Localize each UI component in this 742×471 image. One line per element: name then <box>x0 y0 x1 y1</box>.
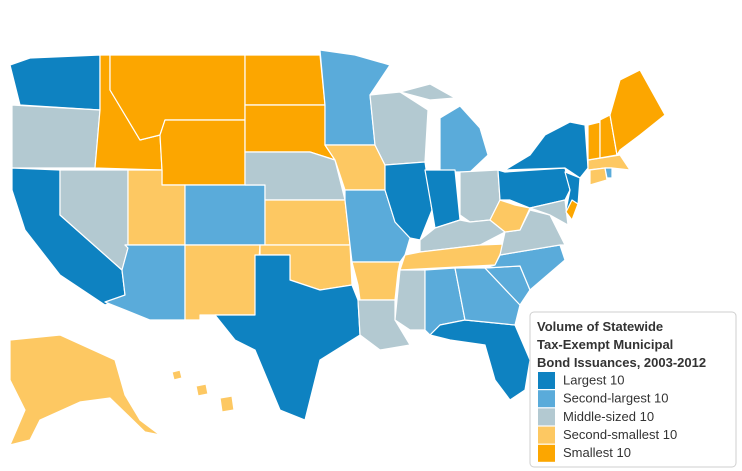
state <box>424 169 461 229</box>
state <box>357 299 411 351</box>
state <box>214 254 361 421</box>
legend-swatch <box>538 390 555 408</box>
state <box>604 167 613 179</box>
state <box>589 167 608 186</box>
legend-swatch <box>538 444 555 462</box>
state <box>439 105 489 173</box>
legend-label: Second-largest 10 <box>563 391 669 406</box>
state <box>184 244 261 321</box>
states-layer <box>9 49 666 446</box>
state <box>399 83 456 101</box>
legend-label: Smallest 10 <box>563 445 631 460</box>
legend-box <box>529 311 737 468</box>
state <box>264 199 351 246</box>
state <box>429 319 531 401</box>
legend-swatch <box>538 408 555 426</box>
legend-label: Largest 10 <box>563 372 624 387</box>
legend-swatch <box>538 372 555 389</box>
state <box>529 199 569 226</box>
state <box>9 334 161 446</box>
legend-title: Bond Issuances, 2003-2012 <box>537 355 706 370</box>
legend-swatch <box>538 426 555 444</box>
state <box>609 69 666 156</box>
state <box>159 119 246 186</box>
state <box>454 267 521 326</box>
state <box>504 121 589 179</box>
state <box>351 261 401 301</box>
state <box>587 121 601 161</box>
state <box>219 395 235 413</box>
state <box>9 54 101 111</box>
state <box>244 54 326 106</box>
legend-label: Middle-sized 10 <box>563 409 654 424</box>
state <box>394 269 426 331</box>
legend-label: Second-smallest 10 <box>563 427 677 442</box>
legend-title: Tax-Exempt Municipal <box>537 337 673 352</box>
state <box>565 199 579 221</box>
legend: Volume of Statewide Tax-Exempt Municipal B… <box>537 319 706 462</box>
state <box>11 104 101 169</box>
state <box>195 383 209 397</box>
state <box>171 369 183 381</box>
legend-title: Volume of Statewide <box>537 319 663 334</box>
state <box>184 184 266 246</box>
